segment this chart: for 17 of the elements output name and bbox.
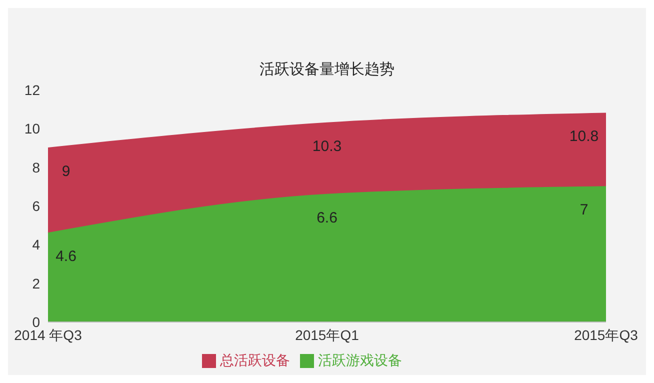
legend-label: 总活跃设备 <box>220 352 290 368</box>
y-tick-label: 4 <box>32 236 40 253</box>
y-tick-label: 2 <box>32 275 40 292</box>
x-tick-label: 2015年Q1 <box>295 326 360 343</box>
data-label: 7 <box>580 202 588 219</box>
x-tick-label: 2015年Q3 <box>574 326 638 343</box>
y-tick-label: 12 <box>24 82 40 98</box>
data-label: 4.6 <box>56 248 76 266</box>
data-label: 10.3 <box>312 138 342 155</box>
y-tick-label: 6 <box>32 198 40 214</box>
chart-title: 活跃设备量增长趋势 <box>258 60 396 80</box>
y-tick-label: 8 <box>32 159 40 176</box>
data-label: 6.6 <box>316 209 338 226</box>
legend-label: 活跃游戏设备 <box>318 352 402 368</box>
data-label: 9 <box>62 163 70 180</box>
data-label: 10.8 <box>569 128 599 146</box>
y-tick-label: 10 <box>24 120 40 137</box>
